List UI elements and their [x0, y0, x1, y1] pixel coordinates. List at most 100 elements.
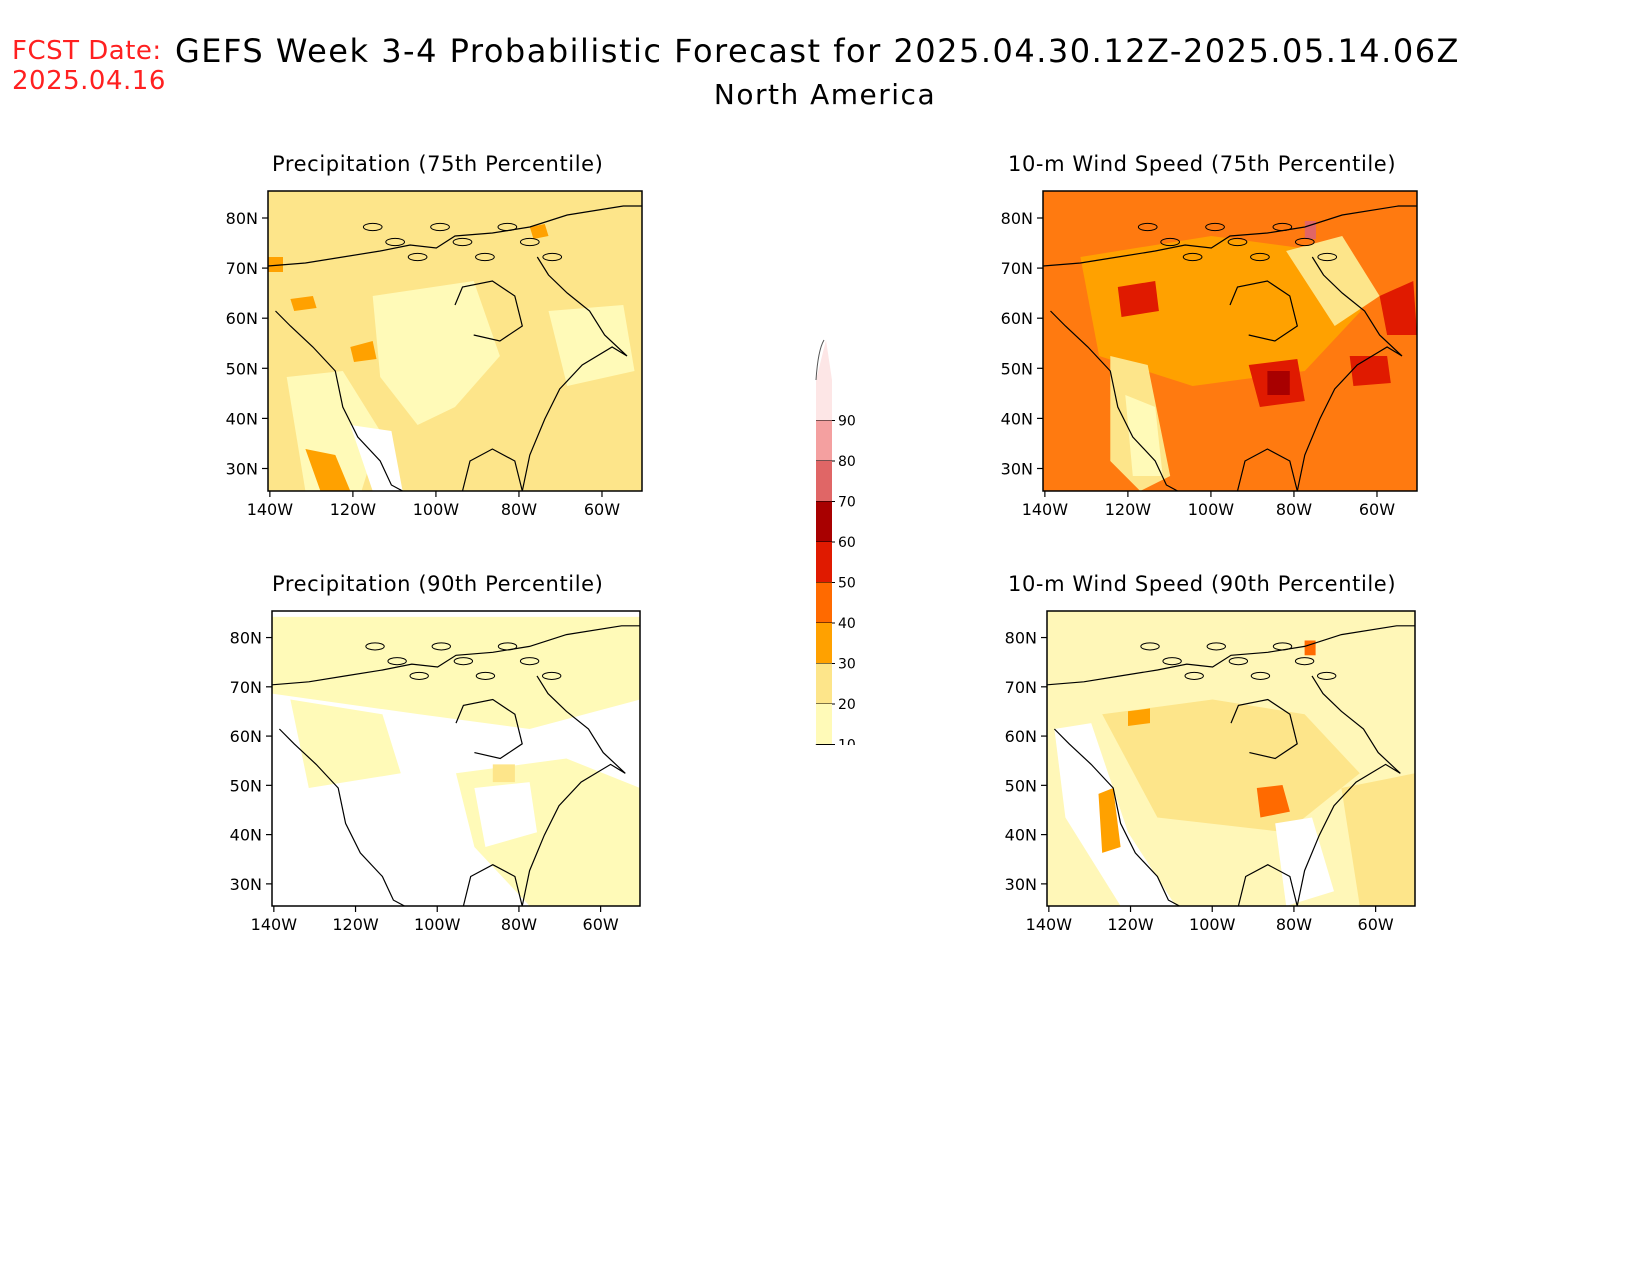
island-outline	[431, 642, 451, 651]
lat-tick-label: 50N	[1005, 776, 1037, 795]
map-wind90: 80N 70N 60N 50N 40N 30N 140W 120W 100W 80W 60W	[1005, 610, 1416, 934]
colorbar-cap-top	[816, 340, 832, 380]
map-frame-border	[267, 190, 643, 492]
island-outline	[1294, 237, 1315, 247]
colorbar-label: 90	[838, 414, 856, 430]
lon-tick-label: 100W	[413, 500, 460, 519]
coastline	[462, 864, 523, 906]
island-outline	[1205, 222, 1225, 232]
lat-tick-label: 80N	[230, 629, 262, 648]
lon-tick-label: 100W	[1188, 500, 1235, 519]
island-outline	[1137, 222, 1158, 232]
lon-tick-label: 80W	[1276, 915, 1312, 934]
lat-tick-label: 60N	[226, 309, 258, 328]
coastline	[521, 256, 628, 491]
figure-subtitle: North America	[713, 78, 937, 111]
coastline	[1053, 728, 1180, 906]
contour-region	[1256, 785, 1290, 818]
coastline	[278, 728, 405, 906]
island-outline	[497, 222, 518, 232]
island-outline	[1206, 642, 1226, 651]
contour-region	[1267, 371, 1290, 395]
island-outline	[407, 252, 428, 262]
lon-tick-label: 140W	[247, 500, 294, 519]
colorbar-swatch	[816, 380, 832, 421]
panel-title-wind90: 10-m Wind Speed (90th Percentile)	[1008, 572, 1397, 596]
coastline	[454, 280, 523, 342]
contour-region	[1102, 699, 1360, 833]
lat-tick-label: 50N	[1001, 359, 1033, 378]
coastline	[275, 310, 403, 491]
colorbar-swatch	[816, 623, 832, 664]
contour-region	[350, 425, 403, 491]
lat-tick-label: 70N	[230, 678, 262, 697]
island-outline	[430, 222, 450, 232]
island-outline	[1317, 252, 1338, 262]
island-outline	[365, 642, 385, 651]
colorbar-swatch	[816, 501, 832, 542]
lon-tick-label: 120W	[1105, 500, 1152, 519]
coastline	[1296, 675, 1401, 906]
contour-region	[1128, 708, 1150, 726]
island-outline	[1316, 671, 1337, 680]
colorbar-label: 60	[838, 535, 856, 551]
contour-region	[1341, 773, 1415, 906]
panel-title-precip75: Precipitation (75th Percentile)	[272, 152, 604, 176]
lat-tick-label: 50N	[226, 359, 258, 378]
map-precip75: 80N 70N 60N 50N 40N 30N 140W 120W 100W 80W 60W	[226, 190, 643, 519]
lat-tick-label: 60N	[230, 727, 262, 746]
contour-region	[1098, 788, 1121, 853]
contour-region	[1286, 236, 1380, 326]
lat-tick-label: 40N	[1001, 409, 1033, 428]
island-outline	[1272, 222, 1293, 232]
lon-tick-label: 60W	[1358, 915, 1394, 934]
coastline	[1229, 280, 1298, 342]
contour-region	[1275, 817, 1334, 906]
colorbar-cap-edge	[815, 339, 825, 381]
island-outline	[453, 657, 474, 666]
contour-region	[474, 782, 537, 847]
lon-tick-label: 60W	[583, 915, 619, 934]
lon-tick-label: 120W	[330, 500, 377, 519]
colorbar-swatch	[816, 461, 832, 502]
contour-region	[290, 296, 317, 311]
lon-tick-label: 140W	[1026, 915, 1073, 934]
island-outline	[1250, 671, 1271, 680]
island-outline	[1182, 252, 1203, 262]
island-outline	[475, 252, 495, 262]
colorbar-label: 20	[838, 697, 856, 713]
lon-tick-label: 100W	[414, 915, 461, 934]
contour-region	[272, 616, 640, 729]
contour-region	[1080, 236, 1361, 386]
fcst-date-value: 2025.04.16	[12, 66, 166, 96]
island-outline	[519, 657, 540, 666]
island-outline	[1227, 237, 1248, 247]
coastline	[1043, 205, 1417, 267]
field-layer	[272, 611, 640, 906]
lat-tick-label: 40N	[226, 409, 258, 428]
panel-title-precip90: Precipitation (90th Percentile)	[272, 572, 604, 596]
island-outline	[1184, 671, 1204, 680]
coastline	[1236, 448, 1298, 491]
contour-region	[372, 281, 500, 425]
island-outline	[519, 237, 540, 247]
contour-region	[1125, 395, 1163, 476]
coastline	[461, 448, 523, 491]
lat-tick-label: 70N	[226, 259, 258, 278]
contour-region	[268, 257, 283, 272]
map-wind75: 80N 70N 60N 50N 40N 30N 140W 120W 100W 80W 60W	[1001, 190, 1418, 519]
map-frame-border	[1046, 610, 1416, 907]
contour-region	[492, 764, 515, 783]
contour-region	[1349, 356, 1391, 386]
lat-tick-label: 80N	[1001, 209, 1033, 228]
island-outline	[1272, 642, 1293, 651]
lon-tick-label: 140W	[251, 915, 298, 934]
colorbar-label: 30	[838, 657, 856, 673]
map-frame-border	[271, 610, 641, 907]
colorbar: 90 80 70 60 50 40 30 20 10	[815, 339, 856, 745]
contour-region	[1117, 281, 1159, 317]
field-layer	[1047, 611, 1415, 906]
contour-region	[1304, 640, 1316, 656]
panel-title-wind75: 10-m Wind Speed (75th Percentile)	[1008, 152, 1397, 176]
coastline	[1296, 256, 1403, 491]
